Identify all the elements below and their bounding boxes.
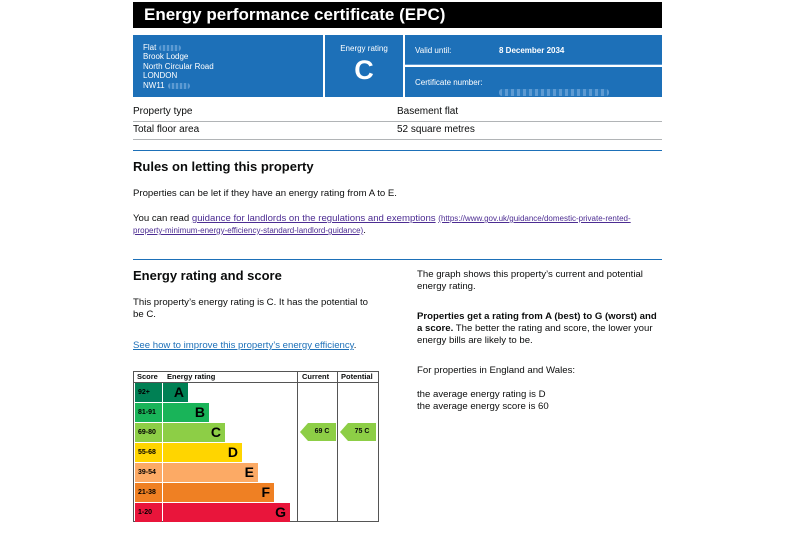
band-bar-e: E (163, 463, 258, 482)
address-line: North Circular Road (143, 61, 214, 71)
improve-efficiency-link[interactable]: See how to improve this property’s energ… (133, 340, 354, 351)
certificate-number-label: Certificate number: (415, 78, 483, 87)
band-score-a: 92+ (135, 383, 162, 402)
floor-area-label: Total floor area (133, 124, 200, 135)
band-score-g: 1-20 (135, 503, 162, 522)
band-score-c: 69-80 (135, 423, 162, 442)
column-divider (337, 372, 338, 521)
score-paragraph: This property’s energy rating is C. It h… (133, 297, 368, 320)
landlord-guidance-url[interactable]: (https://www.gov.uk/guidance/domestic-pr… (438, 214, 631, 223)
energy-rating-value: C (354, 55, 374, 85)
region-note: For properties in England and Wales: (417, 365, 576, 376)
valid-until-label: Valid until: (415, 46, 452, 55)
address-line: Brook Lodge (143, 52, 189, 62)
band-score-f: 21-38 (135, 483, 162, 502)
valid-until-value: 8 December 2034 (499, 46, 565, 55)
floor-area-row: Total floor area 52 square metres (133, 121, 662, 140)
address-block: Flat Brook Lodge North Circular Road LON… (133, 35, 323, 97)
energy-rating-label: Energy rating (340, 44, 388, 53)
rating-explanation: Properties get a rating from A (best) to… (417, 311, 657, 346)
potential-rating-arrow: 75 C (340, 423, 376, 441)
section-divider (133, 150, 662, 151)
redacted-text (499, 89, 609, 96)
redacted-text (159, 44, 182, 51)
current-rating-arrow: 69 C (300, 423, 336, 441)
chart-header: Score Energy rating Current Potential (134, 372, 378, 383)
band-score-e: 39-54 (135, 463, 162, 482)
certificate-number-row: Certificate number: (405, 67, 662, 97)
property-type-label: Property type (133, 106, 193, 117)
band-bar-f: F (163, 483, 274, 502)
letting-paragraph: Properties can be let if they have an en… (133, 188, 397, 199)
column-divider (297, 372, 298, 521)
property-type-value: Basement flat (397, 106, 459, 117)
graph-explanation: The graph shows this property’s current … (417, 269, 643, 292)
score-heading: Energy rating and score (133, 268, 282, 283)
letting-guidance-paragraph: You can read guidance for landlords on t… (133, 213, 631, 236)
band-bar-d: D (163, 443, 242, 462)
band-score-d: 55-68 (135, 443, 162, 462)
energy-rating-box: Energy rating C (325, 35, 403, 97)
address-line: Flat (143, 43, 313, 52)
band-bar-b: B (163, 403, 209, 422)
energy-rating-chart: Score Energy rating Current Potential 92… (133, 371, 379, 522)
floor-area-value: 52 square metres (397, 124, 475, 135)
section-divider (133, 259, 662, 260)
landlord-guidance-url-cont[interactable]: property-minimum-energy-efficiency-stand… (133, 226, 364, 235)
redacted-text (167, 82, 190, 89)
band-score-b: 81-91 (135, 403, 162, 422)
band-bar-a: A (163, 383, 188, 402)
current-column-header: Current (302, 372, 330, 381)
improve-paragraph: See how to improve this property’s energ… (133, 340, 357, 351)
address-line: NW11 (143, 81, 313, 90)
rating-column-header: Energy rating (167, 372, 216, 381)
letting-heading: Rules on letting this property (133, 159, 314, 174)
landlord-guidance-link[interactable]: guidance for landlords on the regulation… (191, 213, 436, 224)
band-bar-g: G (163, 503, 290, 522)
band-bar-c: C (163, 423, 225, 442)
potential-column-header: Potential (341, 372, 373, 381)
property-type-row: Property type Basement flat (133, 103, 662, 122)
page-title: Energy performance certificate (EPC) (133, 2, 662, 28)
score-column-header: Score (137, 372, 158, 381)
valid-until-row: Valid until: 8 December 2034 (405, 35, 662, 65)
address-line: LONDON (143, 71, 178, 81)
